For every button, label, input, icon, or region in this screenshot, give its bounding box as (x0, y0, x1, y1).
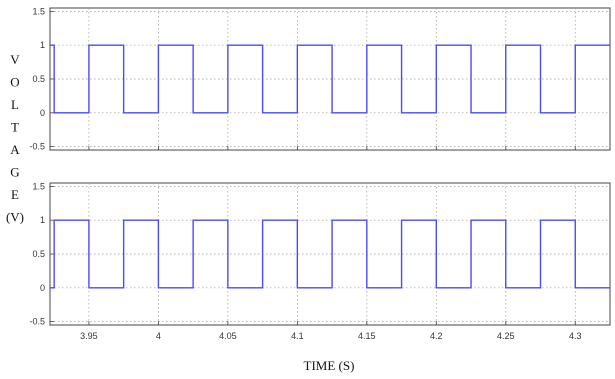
top-voltage-plot: -0.5 0 0.5 1 1.5 (29, 6, 611, 152)
bottom-square-wave-line (50, 219, 610, 289)
bottom-x-tick-label: 3.95 (80, 331, 98, 341)
y-axis-label-glyph: A (10, 142, 20, 157)
x-axis-label: TIME (S) (304, 358, 355, 373)
bottom-x-tick-label: 4 (156, 331, 161, 341)
y-axis-label-glyph: L (11, 97, 19, 112)
bottom-y-tick-label: 0 (40, 283, 45, 293)
bottom-y-tick-label: -0.5 (29, 317, 45, 327)
top-y-tick-label: 0 (40, 108, 45, 118)
bottom-y-tick-label: 0.5 (32, 249, 45, 259)
y-axis-label-glyph: O (10, 75, 19, 90)
y-axis-label-glyph: G (10, 165, 19, 180)
bottom-voltage-plot: -0.5 0 0.5 1 1.5 3.95 4 4.05 4.1 4.15 4.2 4.25 4.3 (29, 181, 611, 341)
top-y-tick-label: -0.5 (29, 142, 45, 152)
bottom-x-tick-label: 4.05 (219, 331, 237, 341)
top-y-tick-label: 1 (40, 40, 45, 50)
bottom-x-tick-label: 4.15 (358, 331, 376, 341)
bottom-x-tick-label: 4.1 (291, 331, 304, 341)
bottom-x-tick-label: 4.25 (497, 331, 515, 341)
top-square-wave-line (50, 44, 610, 114)
y-axis-label-glyph: V (10, 52, 20, 67)
y-axis-label-glyph: T (11, 120, 19, 135)
bottom-x-tick-label: 4.2 (430, 331, 443, 341)
y-axis-label-glyph: (V) (6, 210, 24, 225)
y-axis-label-glyph: E (11, 187, 19, 202)
bottom-x-tick-label: 4.3 (569, 331, 582, 341)
top-y-tick-label: 0.5 (32, 74, 45, 84)
bottom-y-tick-label: 1.5 (32, 181, 45, 191)
bottom-y-tick-label: 1 (40, 215, 45, 225)
top-y-tick-label: 1.5 (32, 6, 45, 16)
